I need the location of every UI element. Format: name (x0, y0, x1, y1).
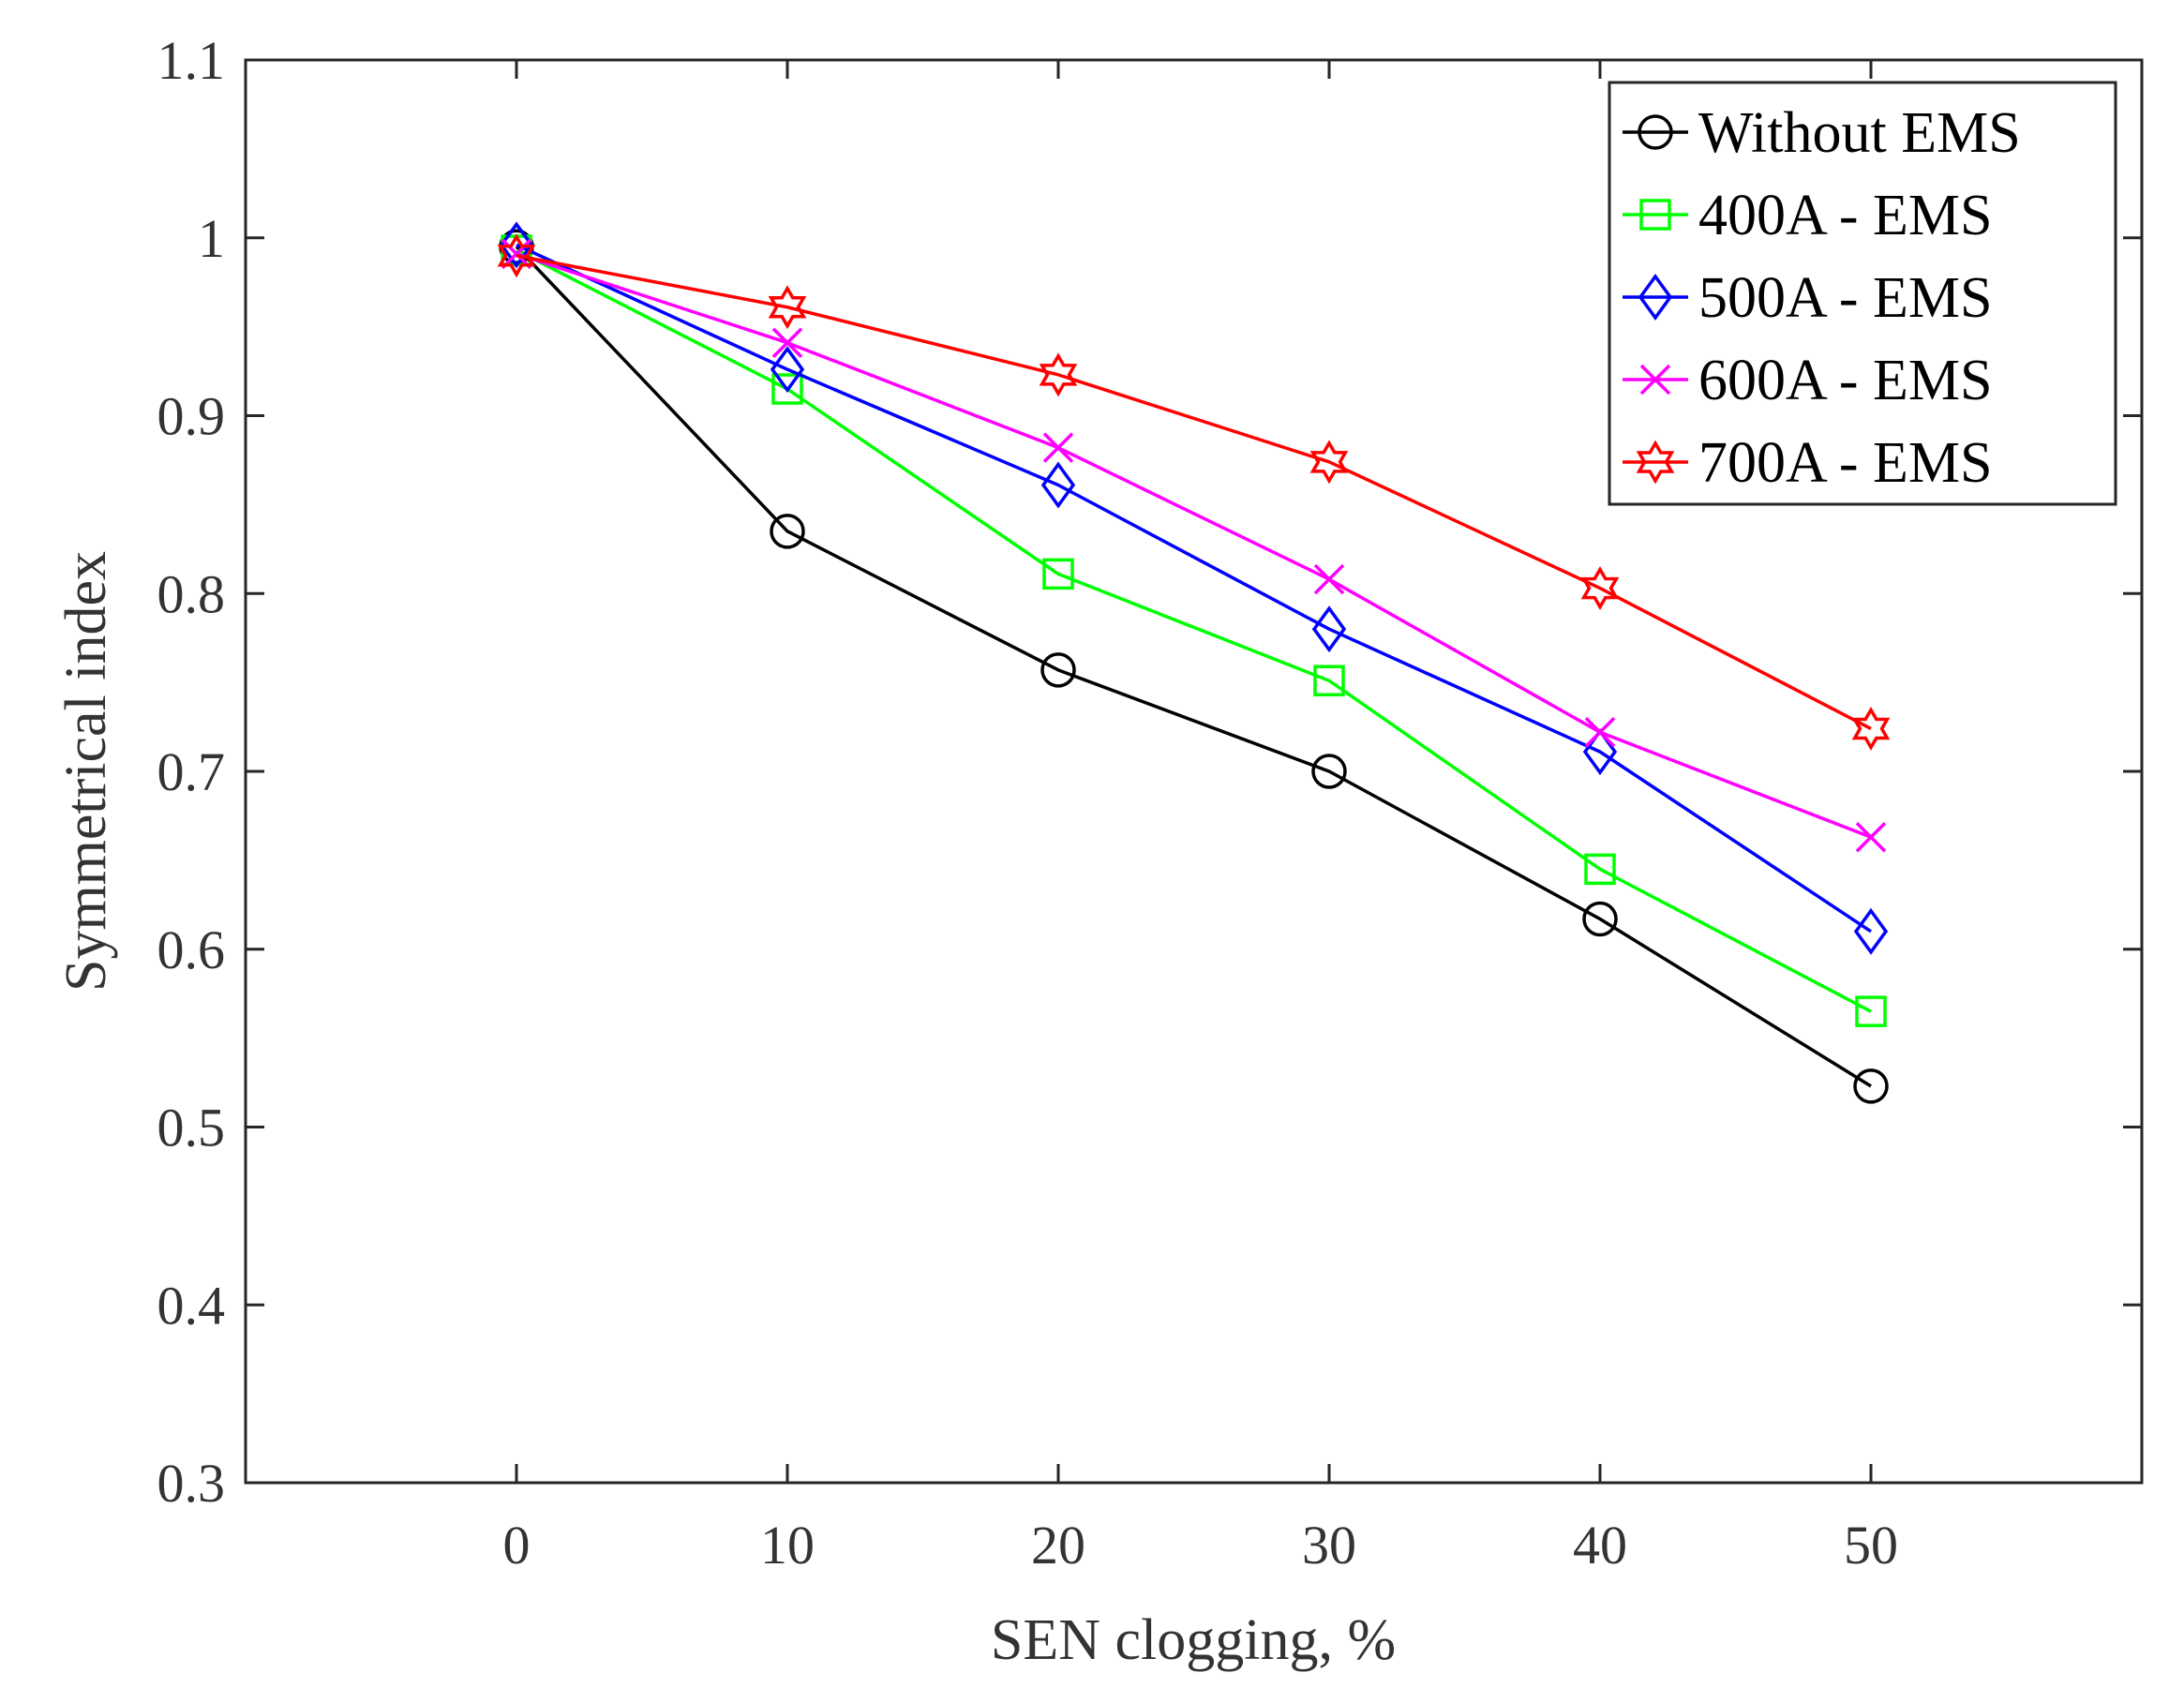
data-point-600a-ems (501, 238, 532, 270)
y-tick-label: 0.4 (157, 1275, 226, 1336)
legend-label-600a-ems: 600A - EMS (1698, 349, 1992, 412)
legend-label-without-ems: Without EMS (1698, 101, 2021, 165)
data-point-500a-ems (1040, 461, 1076, 509)
legend-marker-700a-ems (1636, 440, 1675, 485)
series-500a-ems (499, 221, 1889, 955)
ticks-layer: 0 10 20 30 40 50 0.3 0.4 0.5 0.6 0.7 0.8 0.9 1 1.1 (157, 30, 2142, 1576)
data-point-700a-ems (1039, 352, 1078, 397)
data-point-700a-ems (497, 233, 536, 278)
data-point-700a-ems (1851, 706, 1891, 751)
x-axis-label: SEN clogging, % (991, 1608, 1396, 1672)
legend-item-700a-ems: 700A - EMS (1623, 431, 1992, 495)
series-line-600a-ems (516, 252, 1872, 839)
x-tick-label: 0 (503, 1515, 531, 1576)
legend-items: Without EMS 400A - EMS 500A - EMS 600A - EM… (1623, 101, 2021, 495)
x-tick-label: 50 (1844, 1515, 1898, 1576)
x-tick-label: 20 (1031, 1515, 1085, 1576)
legend-label-400a-ems: 400A - EMS (1698, 184, 1992, 247)
y-tick-label: 0.5 (157, 1098, 226, 1158)
data-point-400a-ems (771, 373, 803, 405)
y-axis-label: Symmetrical index (54, 551, 118, 992)
data-point-600a-ems (1313, 563, 1345, 595)
x-tick-label: 10 (760, 1515, 815, 1576)
x-tick-label: 40 (1573, 1515, 1627, 1576)
data-point-without-ems (1582, 901, 1618, 937)
data-point-700a-ems (1580, 566, 1620, 611)
legend-item-without-ems: Without EMS (1623, 101, 2021, 165)
legend-item-600a-ems: 600A - EMS (1623, 349, 1992, 412)
x-tick-label: 30 (1302, 1515, 1356, 1576)
data-point-without-ems (1853, 1068, 1889, 1104)
data-point-600a-ems (1855, 821, 1887, 853)
y-tick-label: 0.9 (157, 386, 226, 447)
data-point-600a-ems (1042, 432, 1074, 463)
legend-box (1608, 81, 2117, 506)
data-point-700a-ems (768, 285, 807, 330)
data-point-400a-ems (1042, 558, 1074, 590)
y-tick-label: 0.6 (157, 919, 226, 980)
series-layer (497, 221, 1891, 1104)
legend-marker-400a-ems (1639, 199, 1671, 231)
data-point-without-ems (1311, 754, 1347, 789)
legend-marker-without-ems (1638, 114, 1673, 150)
data-point-500a-ems (1311, 605, 1347, 653)
data-point-500a-ems (1582, 728, 1618, 776)
y-tick-label: 1 (198, 208, 225, 269)
legend-label-500a-ems: 500A - EMS (1698, 266, 1992, 330)
series-700a-ems (497, 233, 1891, 751)
series-line-500a-ems (516, 243, 1872, 934)
data-point-500a-ems (770, 346, 805, 394)
y-tick-label: 0.7 (157, 741, 226, 802)
data-point-400a-ems (1855, 995, 1887, 1027)
data-point-400a-ems (1584, 853, 1616, 886)
y-tick-label: 1.1 (157, 30, 226, 91)
data-point-500a-ems (1853, 907, 1889, 955)
data-point-without-ems (1040, 652, 1076, 688)
legend-item-400a-ems: 400A - EMS (1623, 184, 1992, 247)
legend-label-700a-ems: 700A - EMS (1698, 431, 1992, 495)
data-point-600a-ems (1584, 717, 1616, 748)
data-point-400a-ems (1313, 665, 1345, 696)
data-point-500a-ems (499, 221, 534, 269)
series-line-400a-ems (516, 248, 1872, 1013)
legend-marker-500a-ems (1638, 274, 1673, 321)
series-line-700a-ems (516, 254, 1872, 731)
legend-marker-600a-ems (1639, 364, 1671, 396)
legend: Without EMS 400A - EMS 500A - EMS 600A - EM… (1608, 81, 2117, 506)
legend-item-500a-ems: 500A - EMS (1623, 266, 1992, 330)
series-600a-ems (501, 238, 1887, 853)
y-tick-label: 0.8 (157, 563, 226, 624)
y-tick-label: 0.3 (157, 1453, 226, 1514)
data-point-600a-ems (771, 327, 803, 358)
data-point-700a-ems (1309, 440, 1349, 485)
data-point-without-ems (770, 514, 805, 549)
series-line-without-ems (515, 246, 1872, 1088)
